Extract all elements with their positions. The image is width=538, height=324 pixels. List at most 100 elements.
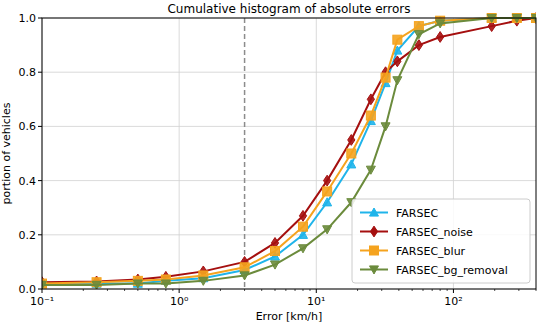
tick-label: 10⁰ [170,295,189,308]
title: Cumulative histogram of absolute errors [167,2,410,16]
data-point [393,35,402,44]
data-point [271,247,280,256]
tick [38,72,42,73]
minor-tick [157,289,158,291]
grid-line [42,180,536,181]
minor-tick [172,289,173,291]
minor-tick [148,289,149,291]
minor-tick [244,289,245,291]
minor-tick [83,289,84,291]
legend-label: FARSEC_noise [396,226,473,239]
data-point [323,187,332,196]
data-point [414,22,423,31]
data-point [298,245,307,253]
legend-marker [370,226,377,237]
minor-tick [137,289,138,291]
minor-tick [220,289,221,291]
data-point [367,94,374,105]
tick [38,126,42,127]
tick-label: 10⁻¹ [30,295,54,308]
data-point [323,226,332,234]
y-axis-label: portion of vehicles [0,102,13,204]
data-point [347,160,356,168]
minor-tick [107,289,108,291]
minor-tick [381,289,382,291]
data-point [42,281,47,289]
series-line [42,18,536,285]
tick-label: 10¹ [307,295,325,308]
data-point [381,73,390,82]
tick [38,180,42,181]
legend-label: FARSEC [396,207,438,220]
legend: FARSEC FARSEC_noise FARSEC_blur FARSEC_bg_r… [352,199,530,283]
data-point [323,198,332,206]
chart: Cumulative histogram of absolute errors 1… [0,0,538,324]
minor-tick [275,289,276,291]
legend-label: FARSEC_bg_removal [396,264,508,277]
data-point [161,280,170,288]
minor-tick [357,289,358,291]
data-point [299,210,306,221]
tick-label: 0.8 [19,66,37,79]
minor-tick [423,289,424,291]
data-point [393,77,402,85]
grid-line [316,18,317,289]
plot-area [42,13,536,289]
tick-label: 0.2 [19,229,37,242]
minor-tick [412,289,413,291]
data-point [199,277,208,285]
data-point [414,31,423,39]
legend-marker [370,246,379,255]
tick [38,289,42,290]
tick [38,234,42,235]
data-point [437,32,444,43]
minor-tick [302,289,303,291]
minor-tick [536,289,537,291]
data-point [298,222,307,231]
tick [42,289,43,293]
legend-label: FARSEC_blur [396,245,466,258]
minor-tick [295,289,296,291]
tick-label: 0.4 [19,175,37,188]
data-point [436,20,445,28]
tick-label: 0.0 [19,283,37,296]
tick-label: 0.6 [19,120,37,133]
minor-tick [398,289,399,291]
minor-tick [165,289,166,291]
legend-box [352,199,530,283]
grid-line [179,18,180,289]
data-point [381,123,390,131]
series-line [42,18,536,284]
tick [179,289,180,293]
grid-line [42,72,536,73]
data-point [394,56,401,67]
minor-tick [310,289,311,291]
grid-line [42,126,536,127]
data-point [240,263,249,272]
data-point [348,135,355,146]
data-point [324,175,331,186]
reference-line [244,18,246,289]
data-point [271,261,280,269]
minor-tick [447,289,448,291]
data-point [92,281,101,289]
legend-marker [370,266,379,274]
data-point [133,279,142,287]
series-line [42,18,536,282]
tick [316,289,317,293]
data-point [240,272,249,280]
data-point [133,280,142,288]
tick [38,18,42,19]
minor-tick [518,289,519,291]
x-axis-label: Error [km/h] [256,310,323,323]
minor-tick [285,289,286,291]
frame [42,18,536,289]
background [0,0,538,324]
minor-tick [432,289,433,291]
data-point [414,22,423,30]
series-line [42,18,536,284]
data-point [366,111,375,120]
tick [453,289,454,293]
tick-label: 10² [444,295,462,308]
legend-marker [370,208,379,216]
